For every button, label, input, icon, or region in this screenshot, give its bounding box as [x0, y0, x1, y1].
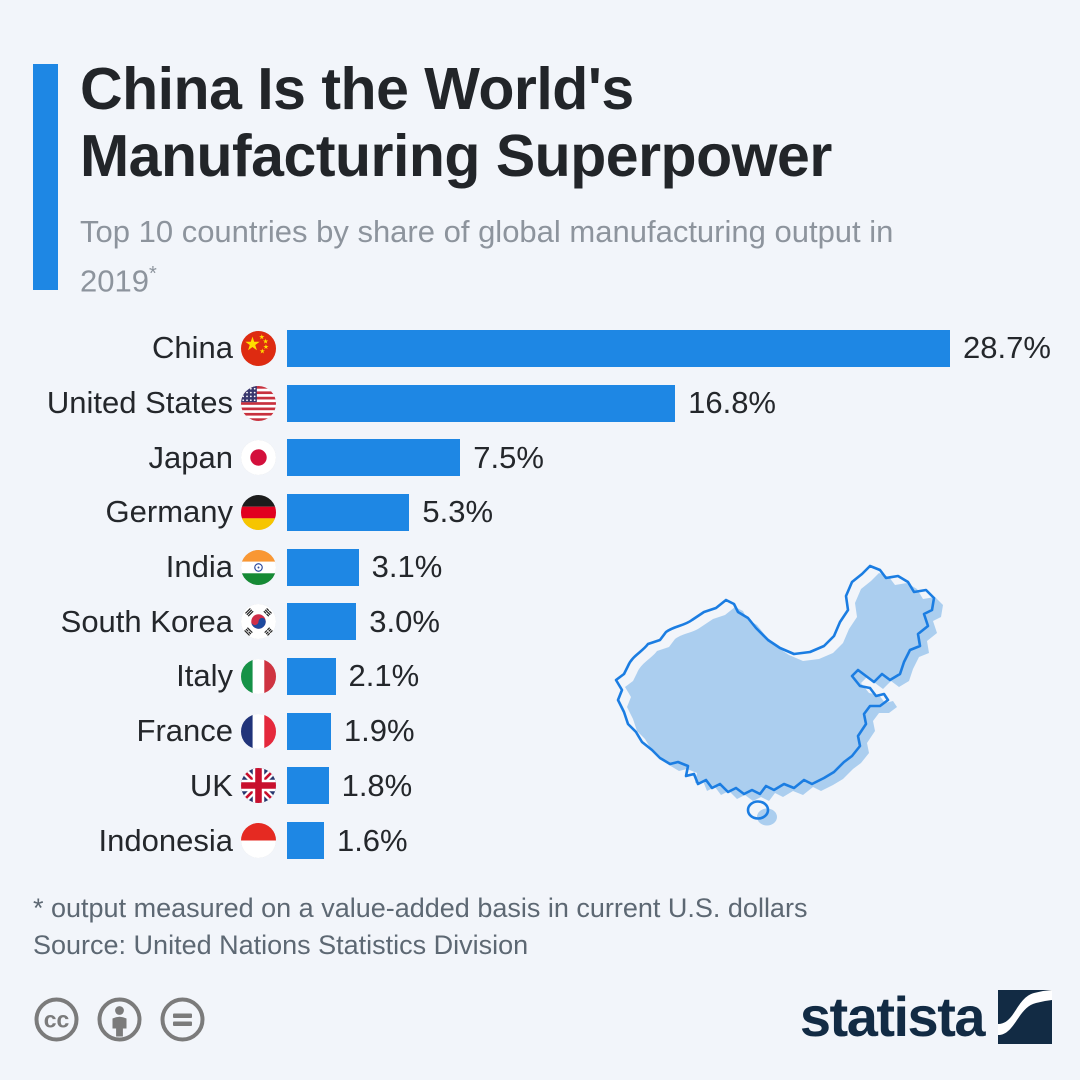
country-label: Germany: [105, 494, 233, 530]
footnote-marker: *: [148, 263, 157, 285]
country-label: Indonesia: [98, 822, 233, 858]
svg-text:cc: cc: [44, 1007, 70, 1033]
italy-flag-icon: [241, 658, 276, 694]
chart-row: France 1.9%: [33, 704, 1051, 759]
country-label: India: [165, 549, 233, 585]
country-label: Italy: [176, 658, 233, 694]
chart-row: Germany 5.3%: [33, 485, 1051, 540]
statista-logo[interactable]: statista: [800, 984, 1052, 1049]
value-label: 1.9%: [343, 713, 415, 749]
bar: [287, 657, 336, 695]
statista-logo-mark-icon: [998, 989, 1052, 1044]
uk-flag-icon: [241, 768, 276, 804]
statista-logo-text: statista: [799, 985, 986, 1048]
chart-footnote: * output measured on a value-added basis…: [33, 893, 808, 923]
value-label: 28.7%: [963, 330, 1051, 366]
bar: [287, 822, 324, 860]
country-label: United States: [46, 385, 233, 421]
india-flag-icon: [241, 549, 276, 585]
germany-flag-icon: [241, 494, 276, 530]
bar: [287, 439, 461, 477]
united-states-flag-icon: [241, 385, 276, 421]
page-subtitle: Top 10 countries by share of global manu…: [80, 214, 894, 299]
country-label: South Korea: [60, 603, 233, 639]
country-label: China: [152, 330, 233, 366]
attribution-icon[interactable]: [96, 996, 143, 1043]
bar: [287, 767, 329, 805]
china-map-silhouette: [608, 548, 948, 848]
bar: [287, 603, 357, 641]
chart-row: United States 16.8%: [33, 376, 1051, 431]
cc-license-badges[interactable]: cc: [33, 996, 206, 1043]
chart-row: UK 1.8%: [33, 759, 1051, 814]
chart-row: India 3.1%: [33, 540, 1051, 595]
bar: [287, 548, 359, 586]
chart-row: Japan 7.5%: [33, 430, 1051, 485]
value-label: 16.8%: [688, 385, 776, 421]
south-korea-flag-icon: [241, 604, 276, 640]
cc-icon[interactable]: cc: [33, 996, 80, 1043]
no-derivatives-icon[interactable]: [159, 996, 206, 1043]
source-line: Source: United Nations Statistics Divisi…: [33, 930, 529, 960]
value-label: 5.3%: [422, 494, 494, 530]
bar: [287, 329, 950, 367]
chart-row: South Korea 3.0%: [33, 594, 1051, 649]
chart-row: Indonesia 1.6%: [33, 813, 1051, 868]
value-label: 3.1%: [371, 549, 443, 585]
title-accent-bar: [33, 64, 58, 290]
country-label: France: [136, 713, 233, 749]
value-label: 1.8%: [341, 767, 413, 803]
value-label: 7.5%: [473, 439, 544, 475]
country-label: Japan: [148, 439, 233, 475]
bar: [287, 493, 410, 531]
japan-flag-icon: [241, 440, 276, 476]
bar-chart: China 28.7% United States 16.8% Japan 7.5% G…: [33, 321, 1051, 868]
value-label: 3.0%: [369, 603, 440, 639]
value-label: 2.1%: [348, 658, 420, 694]
indonesia-flag-icon: [241, 823, 276, 859]
chart-row: Italy 2.1%: [33, 649, 1051, 704]
bar: [287, 384, 676, 422]
page-title: China Is the World's Manufacturing Superp…: [80, 56, 832, 189]
value-label: 1.6%: [336, 822, 408, 858]
chart-row: China 28.7%: [33, 321, 1051, 376]
france-flag-icon: [241, 713, 276, 749]
country-label: UK: [189, 767, 233, 803]
bar: [287, 712, 331, 750]
china-flag-icon: [241, 330, 276, 366]
